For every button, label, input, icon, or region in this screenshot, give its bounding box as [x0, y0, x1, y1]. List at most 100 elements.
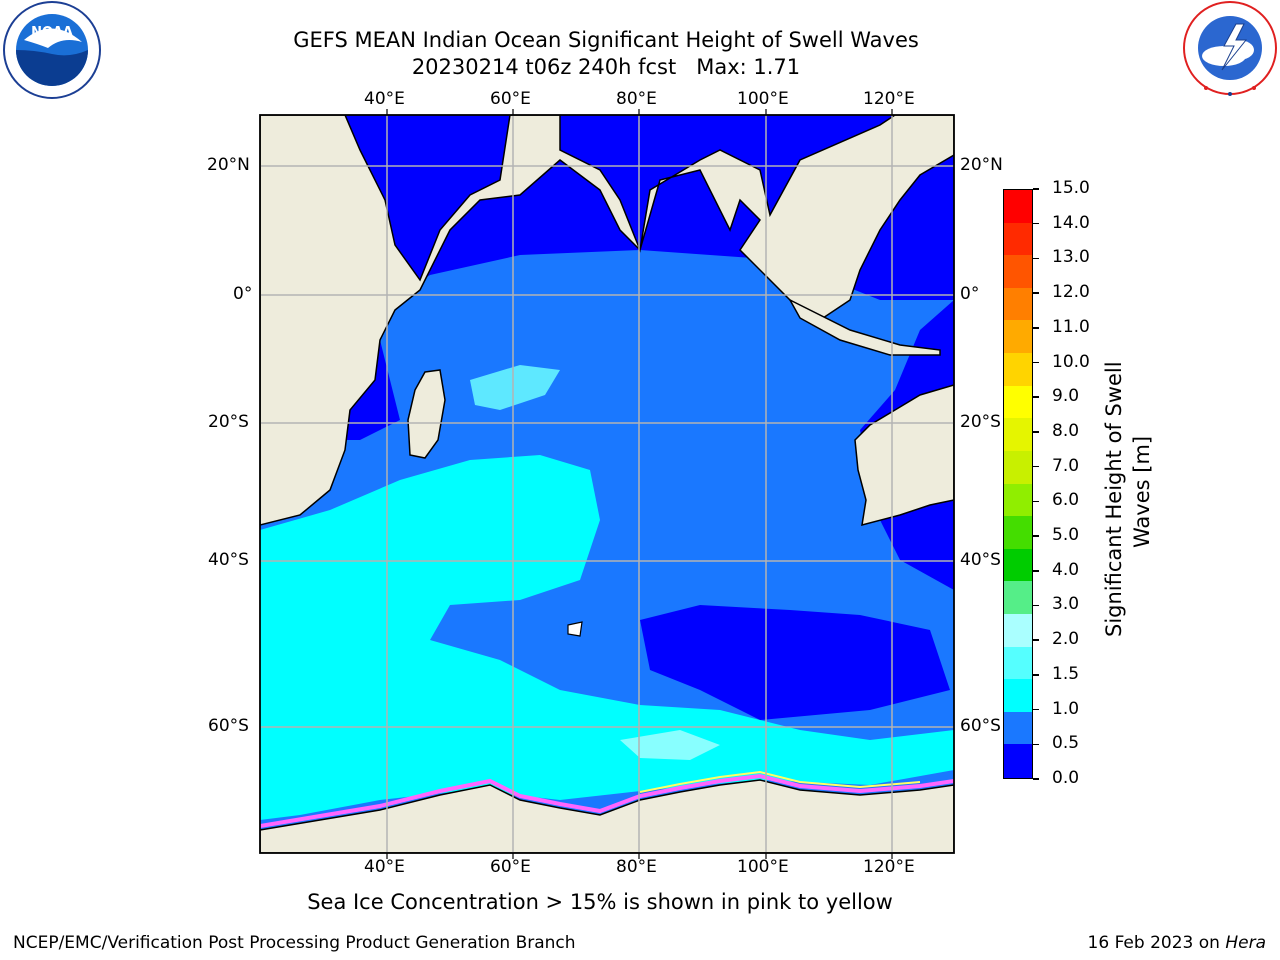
land-madagascar: [407, 369, 446, 459]
lat-label-left: 40°S: [208, 550, 249, 570]
colorbar-segment: [1004, 483, 1032, 517]
lat-label-right: 20°S: [960, 412, 1001, 432]
lon-label-bottom: 80°E: [616, 857, 657, 877]
lat-label-left: 60°S: [208, 716, 249, 736]
map-frame: [259, 114, 955, 854]
colorbar-segment: [1004, 255, 1032, 289]
lat-label-right: 40°S: [960, 550, 1001, 570]
colorbar-segment: [1004, 190, 1032, 224]
colorbar-tick-label: 14.0: [1052, 212, 1090, 233]
colorbar-segment: [1004, 450, 1032, 485]
nws-logo-icon: [1183, 1, 1277, 96]
colorbar-segment: [1004, 711, 1032, 745]
lon-label-top: 40°E: [364, 89, 405, 109]
colorbar-segment: [1004, 581, 1032, 615]
lat-label-right: 20°N: [960, 155, 1003, 175]
colorbar-tick-label: 15.0: [1052, 178, 1090, 198]
colorbar-segment: [1004, 646, 1032, 680]
sea-ice-edge-yellow: [639, 770, 921, 793]
colorbar-segment: [1004, 418, 1032, 452]
colorbar-tick-mark: [1033, 778, 1039, 780]
colorbar-segment: [1004, 516, 1032, 550]
colorbar-tick-mark: [1033, 570, 1039, 572]
lat-label-right: 0°: [960, 284, 980, 304]
colorbar-tick-label: 3.0: [1052, 594, 1080, 615]
colorbar-tick-label: 11.0: [1052, 316, 1090, 337]
footer-right: 16 Feb 2023 on Hera: [1088, 933, 1266, 953]
cyan-patch-north: [470, 365, 560, 410]
sea-ice-edge-pink: [260, 773, 954, 828]
colorbar-tick-label: 2.0: [1052, 629, 1080, 650]
colorbar-segment: [1004, 744, 1032, 778]
colorbar-segment: [1004, 320, 1032, 354]
land-kerguelen: [567, 621, 583, 637]
lon-label-bottom: 120°E: [863, 857, 915, 877]
colorbar-tick-mark: [1033, 431, 1039, 433]
colorbar-tick-mark: [1033, 292, 1039, 294]
colorbar-tick-label: 9.0: [1052, 386, 1080, 407]
footer-date: 16 Feb 2023 on: [1087, 933, 1226, 953]
lon-label-top: 120°E: [863, 89, 915, 109]
lat-label-left: 20°N: [207, 155, 250, 175]
sea-ice-caption: Sea Ice Concentration > 15% is shown in …: [307, 890, 893, 914]
colorbar-tick-mark: [1033, 396, 1039, 398]
colorbar-tick-label: 8.0: [1052, 420, 1080, 441]
land-antarctica: [260, 779, 954, 853]
colorbar-segment: [1004, 679, 1032, 713]
colorbar-tick-mark: [1033, 222, 1039, 225]
lon-label-top: 100°E: [737, 89, 789, 109]
noaa-logo-text: NOAA: [31, 25, 73, 40]
colorbar-segment: [1004, 613, 1032, 648]
axis-ticks: [386, 109, 893, 859]
colorbar-tick-label: 5.0: [1052, 525, 1080, 546]
deep-blue-south-patch: [640, 605, 950, 720]
lon-label-bottom: 100°E: [737, 857, 789, 877]
colorbar-segment: [1004, 287, 1032, 322]
map-subtitle: 20230214 t06z 240h fcst Max: 1.71: [411, 55, 801, 79]
light-cyan-patch: [620, 730, 720, 760]
colorbar-segment: [1004, 385, 1032, 419]
gridlines: [260, 115, 954, 853]
colorbar-tick-label: 1.5: [1052, 663, 1080, 684]
land-africa-asia: [260, 115, 954, 526]
colorbar-tick-label: 13.0: [1052, 247, 1090, 268]
lon-label-top: 60°E: [490, 89, 531, 109]
colorbar-tick-mark: [1033, 465, 1039, 468]
cyan-swell-region: [260, 455, 954, 820]
footer-system: Hera: [1225, 933, 1266, 953]
colorbar-tick-mark: [1033, 257, 1039, 260]
colorbar-tick-mark: [1033, 535, 1039, 537]
lon-label-top: 80°E: [616, 89, 657, 109]
colorbar-segment: [1004, 222, 1032, 256]
colorbar-tick-label: 7.0: [1052, 455, 1080, 476]
colorbar-tick-mark: [1033, 500, 1039, 503]
lon-label-bottom: 60°E: [490, 857, 531, 877]
lat-label-left: 20°S: [208, 412, 249, 432]
colorbar-tick-mark: [1033, 743, 1039, 746]
colorbar-tick-mark: [1033, 604, 1039, 607]
colorbar-segment: [1004, 548, 1032, 582]
land-sumatra-java: [788, 298, 941, 356]
colorbar-tick-mark: [1033, 708, 1039, 711]
colorbar-tick-mark: [1033, 188, 1039, 190]
map-title: GEFS MEAN Indian Ocean Significant Heigh…: [293, 28, 919, 52]
colorbar-segment: [1004, 353, 1032, 387]
colorbar-title-line1: Significant Height of Swell: [1102, 361, 1126, 637]
colorbar-tick-mark: [1033, 327, 1039, 329]
colorbar-tick-label: 6.0: [1052, 490, 1080, 511]
colorbar-tick-label: 10.0: [1052, 351, 1090, 372]
colorbar-tick-mark: [1033, 639, 1039, 641]
colorbar-tick-label: 0.5: [1052, 733, 1080, 754]
colorbar-tick-label: 0.0: [1052, 768, 1080, 788]
footer-left: NCEP/EMC/Verification Post Processing Pr…: [13, 933, 576, 953]
lat-label-right: 60°S: [960, 716, 1001, 736]
map-layers: [260, 115, 954, 853]
colorbar-tick-mark: [1033, 361, 1039, 364]
lon-label-bottom: 40°E: [364, 857, 405, 877]
colorbar-title-line2: Waves [m]: [1130, 435, 1154, 548]
colorbar-tick-label: 1.0: [1052, 698, 1080, 719]
noaa-logo-icon: NOAA: [3, 1, 101, 99]
colorbar-tick-mark: [1033, 674, 1039, 676]
lat-label-left: 0°: [233, 284, 253, 304]
